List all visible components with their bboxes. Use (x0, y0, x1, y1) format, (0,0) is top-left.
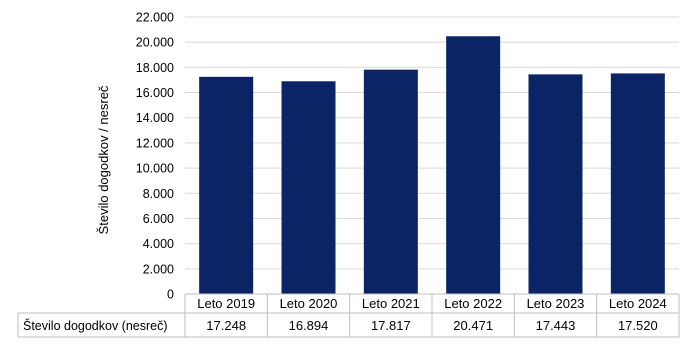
category-label: Leto 2022 (444, 296, 502, 311)
series-name: Število dogodkov (nesreč) (23, 318, 168, 333)
y-tick-label: 12.000 (136, 136, 174, 150)
y-tick-label: 22.000 (136, 11, 174, 25)
category-label: Leto 2019 (197, 296, 255, 311)
bar (446, 36, 501, 295)
y-tick-label: 16.000 (136, 86, 174, 100)
y-tick-label: 0 (167, 288, 174, 302)
y-tick-label: 6.000 (143, 212, 174, 226)
y-tick-label: 18.000 (136, 61, 174, 75)
category-label: Leto 2020 (280, 296, 338, 311)
bar (281, 81, 336, 294)
bar (363, 69, 418, 294)
category-label: Leto 2021 (362, 296, 420, 311)
grid-layer (185, 16, 679, 270)
data-table: Leto 2019 Leto 2020 Leto 2021 Leto 2022 Leto… (17, 293, 680, 338)
data-value: 16.894 (289, 318, 329, 333)
y-axis: 0 2.000 4.000 6.000 8.000 10.000 12.000 14.000 1… (136, 11, 174, 302)
bar (610, 73, 665, 294)
category-label: Leto 2024 (609, 296, 667, 311)
category-label: Leto 2023 (527, 296, 585, 311)
y-tick-label: 8.000 (143, 187, 174, 201)
y-tick-label: 4.000 (143, 237, 174, 251)
data-value: 17.520 (618, 318, 658, 333)
data-value: 17.248 (206, 318, 246, 333)
y-tick-label: 2.000 (143, 262, 174, 276)
y-tick-label: 10.000 (136, 162, 174, 176)
bar (199, 76, 254, 294)
data-value: 17.443 (536, 318, 576, 333)
data-value: 20.471 (453, 318, 493, 333)
bars (199, 36, 665, 295)
y-tick-label: 20.000 (136, 36, 174, 50)
data-value: 17.817 (371, 318, 411, 333)
bar (528, 74, 583, 294)
y-axis-title: Število dogodkov / nesreč (96, 85, 111, 234)
y-tick-label: 14.000 (136, 111, 174, 125)
